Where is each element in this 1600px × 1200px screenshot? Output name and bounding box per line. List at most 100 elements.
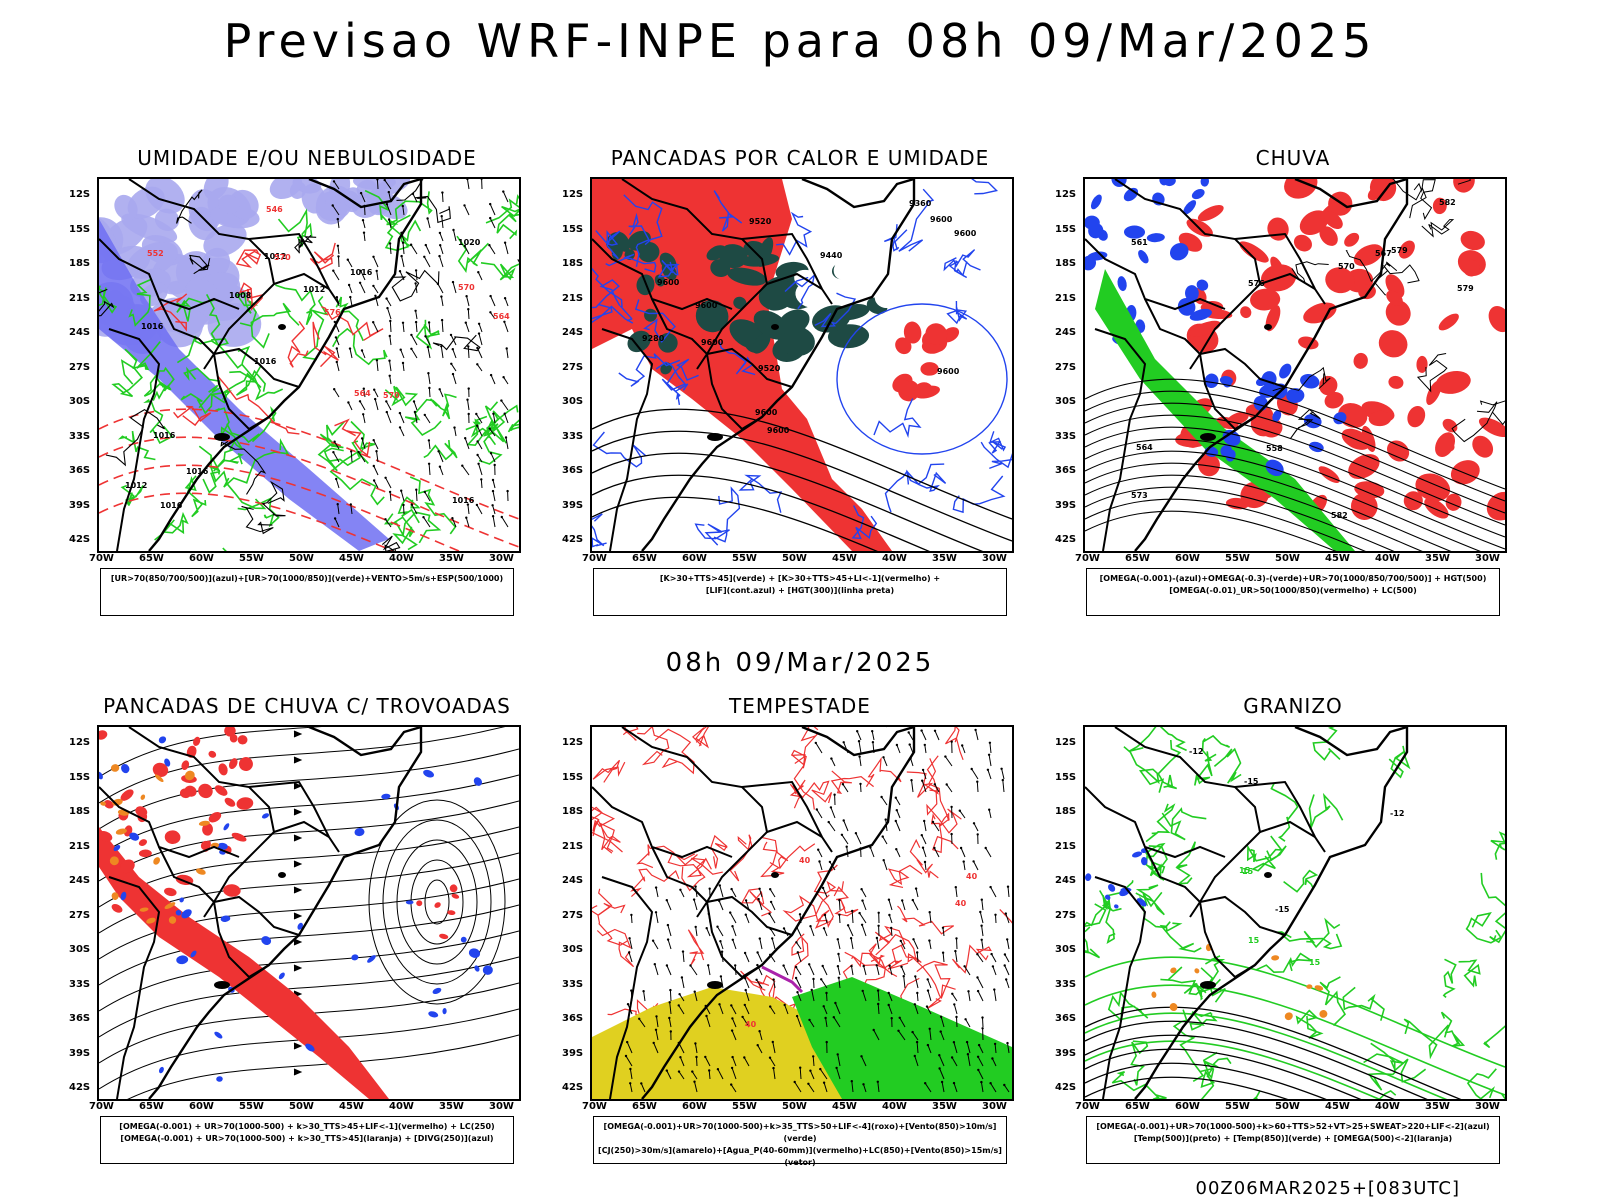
panel-legend: [UR>70(850/700/500)](azul)+[UR>70(1000/8…: [100, 568, 514, 616]
wind-area: [792, 977, 1012, 1099]
panel-title: CHUVA: [1255, 146, 1331, 170]
contour-label: 546: [266, 205, 283, 214]
lat-tick-label: 12S: [562, 737, 584, 748]
lat-tick-label: 39S: [1055, 1047, 1077, 1059]
lat-tick-label: 24S: [69, 327, 91, 338]
panel-legend: [OMEGA(-0.001)-(azul)+OMEGA(-0.3)-(verde…: [1086, 568, 1500, 616]
lat-tick-label: 36S: [562, 465, 584, 476]
lon-tick-label: 35W: [439, 1101, 464, 1112]
contour-lines: [99, 189, 519, 551]
contour-label: 1012: [303, 285, 325, 294]
lon-tick-label: 60W: [189, 553, 214, 564]
field-shading: [100, 764, 220, 924]
lat-tick-label: 33S: [1055, 978, 1077, 990]
lon-tick-label: 65W: [1125, 553, 1150, 564]
legend-line: [OMEGA(-0.001)+UR>70(1000-500)+k>60+TTS>…: [1096, 1122, 1490, 1131]
lat-tick-label: 24S: [562, 327, 584, 338]
contour-label: 1016: [153, 431, 176, 440]
contour-label: 1016: [141, 322, 164, 331]
field-shading: [1175, 179, 1505, 521]
lon-tick-label: 50W: [289, 553, 314, 564]
lat-tick-label: 12S: [1055, 189, 1077, 200]
lon-tick-label: 45W: [339, 553, 364, 564]
contour-label: 1016: [350, 268, 373, 277]
contour-label: 9600: [695, 301, 718, 310]
map-geography: [1085, 727, 1409, 1099]
lat-tick-label: 42S: [562, 534, 584, 545]
lon-tick-label: 40W: [1375, 553, 1400, 564]
contour-label: 570: [383, 391, 400, 400]
lat-tick-label: 27S: [1055, 361, 1077, 373]
lat-tick-label: 39S: [69, 499, 91, 511]
map-canvas: 40 40 40 40: [592, 727, 1012, 1099]
panel-title: UMIDADE E/OU NEBULOSIDADE: [137, 146, 477, 170]
contour-label: 1008: [229, 291, 252, 300]
contour-label: -12: [1189, 747, 1203, 756]
wind-vectors: [331, 179, 509, 528]
lat-tick-label: 42S: [562, 1082, 584, 1093]
lat-tick-label: 33S: [562, 978, 584, 990]
lon-tick-label: 50W: [782, 1101, 807, 1112]
lon-tick-label: 55W: [239, 1101, 264, 1112]
lon-tick-label: 45W: [832, 553, 857, 564]
lat-tick-label: 12S: [69, 737, 91, 748]
lat-tick-label: 15S: [69, 223, 91, 235]
contour-label: 9520: [749, 217, 772, 226]
contour-label: 567: [1375, 249, 1392, 258]
map-canvas: 9600960096009600960095209440936092809600…: [592, 179, 1012, 551]
contour-label: 564: [493, 312, 510, 321]
wind-vectors: [814, 727, 1005, 871]
contour-label: 9360: [909, 199, 932, 208]
lat-tick-label: 21S: [1055, 292, 1077, 304]
contour-label: 40: [799, 856, 811, 865]
lon-tick-label: 70W: [582, 553, 607, 564]
lon-tick-label: 30W: [1475, 553, 1500, 564]
contour-label: -12: [1390, 809, 1404, 818]
panel-legend: [OMEGA(-0.001) + UR>70(1000-500) + k>30_…: [100, 1116, 514, 1164]
map-geography: [592, 179, 916, 551]
contour-label: 9280: [642, 334, 665, 343]
lat-tick-label: 30S: [562, 396, 584, 407]
lon-tick-label: 60W: [189, 1101, 214, 1112]
contour-label: 579: [1391, 246, 1408, 255]
lon-tick-label: 55W: [732, 553, 757, 564]
lon-tick-label: 60W: [1175, 1101, 1200, 1112]
lat-tick-label: 21S: [69, 840, 91, 852]
legend-line: [CJ(250)>30m/s](amarelo)+[Agua_P(40-60mm…: [598, 1146, 1002, 1167]
panel-title: PANCADAS DE CHUVA C/ TROVOADAS: [103, 694, 511, 718]
isolines: [592, 408, 1012, 551]
lat-tick-label: 39S: [69, 1047, 91, 1059]
lat-tick-label: 42S: [1055, 534, 1077, 545]
field-shading: [892, 321, 960, 402]
lat-tick-label: 12S: [562, 189, 584, 200]
contour-label: 576: [324, 308, 341, 317]
lon-tick-label: 55W: [1225, 1101, 1250, 1112]
lon-tick-label: 70W: [1075, 1101, 1100, 1112]
panel-title: GRANIZO: [1243, 694, 1343, 718]
contour-label: 1012: [264, 252, 286, 261]
lon-tick-label: 65W: [139, 553, 164, 564]
lon-tick-label: 40W: [389, 553, 414, 564]
lat-tick-label: 27S: [1055, 909, 1077, 921]
lat-tick-label: 39S: [562, 499, 584, 511]
lat-tick-label: 18S: [562, 806, 584, 817]
lat-tick-label: 15S: [562, 771, 584, 783]
map-panel-pancadas_calor: 9600 9600 9600 9600 9600 9520 9440 9360 9280 9600…: [590, 177, 1014, 553]
lon-tick-label: 45W: [1325, 553, 1350, 564]
lon-tick-label: 50W: [1275, 553, 1300, 564]
map-panel-umidade: 1016 1016 1020 1016 1016 1016 1012 1012 1016 1008…: [97, 177, 521, 553]
lon-tick-label: 55W: [239, 553, 264, 564]
lon-tick-label: 45W: [339, 1101, 364, 1112]
lat-tick-label: 18S: [1055, 258, 1077, 269]
map-canvas: 1016 1016 1020 1016 1016 1016 1012 1012 1016 1008…: [99, 179, 519, 551]
lon-tick-label: 70W: [582, 1101, 607, 1112]
legend-line: [K>30+TTS>45](verde) + [K>30+TTS>45+LI<-…: [659, 574, 941, 583]
contour-lines: [1272, 179, 1505, 443]
legend-line: [OMEGA(-0.001) + UR>70(1000-500) + k>30_…: [119, 1122, 495, 1131]
contour-label: 40: [745, 1020, 757, 1029]
contour-label: 15: [1248, 936, 1260, 945]
contour-label: 564: [1136, 443, 1153, 452]
field-shading: [416, 884, 460, 940]
lon-tick-label: 70W: [89, 553, 114, 564]
lat-tick-label: 33S: [1055, 430, 1077, 442]
